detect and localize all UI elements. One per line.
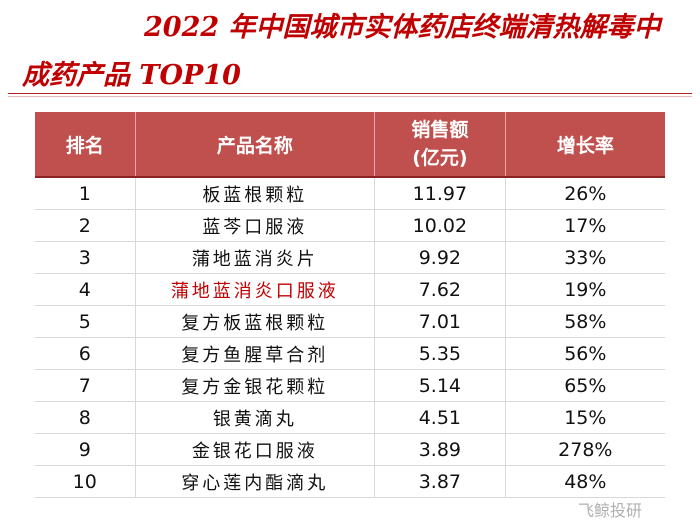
cell-growth: 58%	[505, 305, 665, 338]
table-row: 9 金银花口服液 3.89 278%	[35, 433, 665, 466]
cell-rank: 7	[35, 369, 136, 402]
cell-product-name: 金银花口服液	[135, 433, 376, 466]
watermark: 飞鲸投研	[578, 501, 643, 520]
cell-product-name: 银黄滴丸	[135, 401, 376, 434]
cell-growth: 278%	[505, 433, 665, 466]
table-row: 8 银黄滴丸 4.51 15%	[35, 401, 665, 434]
cell-product-name-highlighted: 蒲地蓝消炎口服液	[135, 273, 376, 306]
cell-product-name: 复方金银花颗粒	[135, 369, 376, 402]
title-divider	[8, 93, 692, 94]
cell-growth: 48%	[505, 465, 665, 498]
table-row: 6 复方鱼腥草合剂 5.35 56%	[35, 337, 665, 370]
cell-growth: 33%	[505, 241, 665, 274]
cell-sales: 11.97	[374, 176, 506, 210]
ranking-table: 排名 产品名称 销售额 (亿元) 增长率 1 板蓝根颗粒 11.97 26% 2…	[35, 112, 665, 498]
cell-sales: 10.02	[374, 209, 506, 242]
header-sales: 销售额 (亿元)	[374, 112, 506, 177]
table-row: 1 板蓝根颗粒 11.97 26%	[35, 176, 665, 210]
header-sales-line1: 销售额	[411, 119, 469, 141]
title-divider-secondary	[8, 96, 692, 97]
cell-rank: 3	[35, 241, 136, 274]
table-row: 2 蓝芩口服液 10.02 17%	[35, 209, 665, 242]
cell-product-name: 蒲地蓝消炎片	[135, 241, 376, 274]
cell-growth: 15%	[505, 401, 665, 434]
table-row-highlighted: 4 蒲地蓝消炎口服液 7.62 19%	[35, 273, 665, 306]
cell-product-name: 穿心莲内酯滴丸	[135, 465, 376, 498]
cell-sales: 7.01	[374, 305, 506, 338]
cell-growth: 19%	[505, 273, 665, 306]
cell-product-name: 复方板蓝根颗粒	[135, 305, 376, 338]
cell-growth: 65%	[505, 369, 665, 402]
table-row: 5 复方板蓝根颗粒 7.01 58%	[35, 305, 665, 338]
cell-rank: 8	[35, 401, 136, 434]
table-row: 10 穿心莲内酯滴丸 3.87 48%	[35, 465, 665, 498]
table-header-row: 排名 产品名称 销售额 (亿元) 增长率	[35, 112, 665, 177]
table-row: 7 复方金银花颗粒 5.14 65%	[35, 369, 665, 402]
cell-sales: 3.89	[374, 433, 506, 466]
header-product-name: 产品名称	[135, 112, 376, 177]
cell-growth: 26%	[505, 176, 665, 210]
cell-rank: 10	[35, 465, 136, 498]
cell-growth: 17%	[505, 209, 665, 242]
cell-rank: 9	[35, 433, 136, 466]
cell-rank: 4	[35, 273, 136, 306]
cell-sales: 7.62	[374, 273, 506, 306]
table-row: 3 蒲地蓝消炎片 9.92 33%	[35, 241, 665, 274]
cell-rank: 5	[35, 305, 136, 338]
cell-sales: 5.14	[374, 369, 506, 402]
cell-product-name: 板蓝根颗粒	[135, 176, 376, 210]
header-sales-line2: (亿元)	[412, 147, 468, 169]
title-line-1: 2022 年中国城市实体药店终端清热解毒中	[144, 12, 661, 43]
header-growth: 增长率	[505, 112, 665, 177]
title-line-2: 成药产品 TOP10	[22, 60, 241, 91]
cell-rank: 2	[35, 209, 136, 242]
cell-sales: 3.87	[374, 465, 506, 498]
cell-product-name: 复方鱼腥草合剂	[135, 337, 376, 370]
cell-rank: 6	[35, 337, 136, 370]
cell-sales: 9.92	[374, 241, 506, 274]
cell-growth: 56%	[505, 337, 665, 370]
cell-sales: 5.35	[374, 337, 506, 370]
cell-rank: 1	[35, 176, 136, 210]
cell-product-name: 蓝芩口服液	[135, 209, 376, 242]
cell-sales: 4.51	[374, 401, 506, 434]
header-rank: 排名	[35, 112, 136, 177]
